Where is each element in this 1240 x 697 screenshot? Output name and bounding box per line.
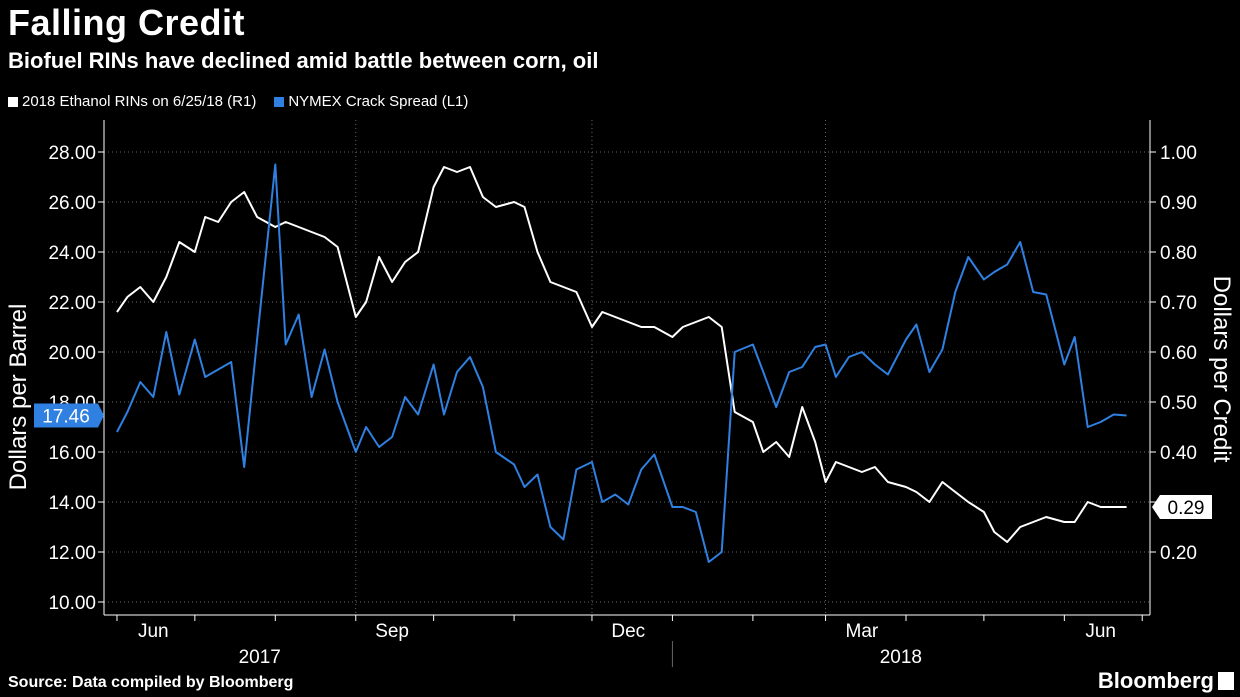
- x-tick-label: Jun: [1085, 621, 1116, 642]
- axis-labels: 10.0012.0014.0016.0018.0020.0022.0024.00…: [5, 143, 1235, 668]
- right-tick-label: 0.20: [1160, 543, 1197, 564]
- last-value-label-left: 17.46: [42, 407, 90, 428]
- axes: [98, 120, 1156, 667]
- x-tick-label: Dec: [611, 621, 645, 642]
- legend-item-rins: 2018 Ethanol RINs on 6/25/18 (R1): [8, 93, 256, 110]
- source-note: Source: Data compiled by Bloomberg: [8, 674, 294, 691]
- legend: 2018 Ethanol RINs on 6/25/18 (R1) NYMEX …: [8, 93, 468, 110]
- bloomberg-icon: [1218, 672, 1234, 690]
- right-tick-label: 0.80: [1160, 243, 1197, 264]
- left-tick-label: 12.00: [48, 543, 96, 564]
- left-tick-label: 24.00: [48, 243, 96, 264]
- left-tick-label: 22.00: [48, 293, 96, 314]
- last-value-label-right: 0.29: [1168, 498, 1205, 519]
- left-tick-label: 28.00: [48, 143, 96, 164]
- left-tick-label: 10.00: [48, 593, 96, 614]
- brand-logo-text: Bloomberg: [1097, 668, 1214, 693]
- legend-item-crack: NYMEX Crack Spread (L1): [274, 93, 468, 110]
- right-tick-label: 1.00: [1160, 143, 1197, 164]
- x-tick-label: Jun: [138, 621, 169, 642]
- last-value-badge-right: [1152, 495, 1212, 519]
- left-axis-title: Dollars per Barrel: [5, 304, 32, 491]
- right-tick-label: 0.50: [1160, 393, 1197, 414]
- chart-subtitle: Biofuel RINs have declined amid battle b…: [8, 48, 599, 73]
- last-value-badge-left: [34, 403, 104, 428]
- x-tick-label: Mar: [846, 621, 879, 642]
- left-tick-label: 16.00: [48, 443, 96, 464]
- series-line-crack: [116, 163, 1127, 563]
- right-tick-label: 0.70: [1160, 293, 1197, 314]
- right-tick-label: 0.60: [1160, 343, 1197, 364]
- gridlines: [104, 120, 1150, 615]
- legend-label-crack: NYMEX Crack Spread (L1): [288, 93, 469, 110]
- chart-title: Falling Credit: [8, 2, 246, 43]
- legend-swatch-crack: [274, 96, 285, 107]
- left-tick-label: 14.00: [48, 493, 96, 514]
- series-line-rins: [116, 166, 1127, 543]
- left-tick-label: 26.00: [48, 193, 96, 214]
- right-tick-label: 0.40: [1160, 443, 1197, 464]
- right-axis-title: Dollars per Credit: [1208, 276, 1235, 463]
- legend-swatch-rins: [8, 96, 18, 107]
- right-tick-label: 0.90: [1160, 193, 1197, 214]
- x-tick-label: Sep: [375, 621, 409, 642]
- legend-label-rins: 2018 Ethanol RINs on 6/25/18 (R1): [22, 93, 257, 110]
- series-lines: [116, 163, 1127, 563]
- year-label: 2018: [880, 647, 922, 668]
- left-tick-label: 20.00: [48, 343, 96, 364]
- year-label: 2017: [239, 647, 281, 668]
